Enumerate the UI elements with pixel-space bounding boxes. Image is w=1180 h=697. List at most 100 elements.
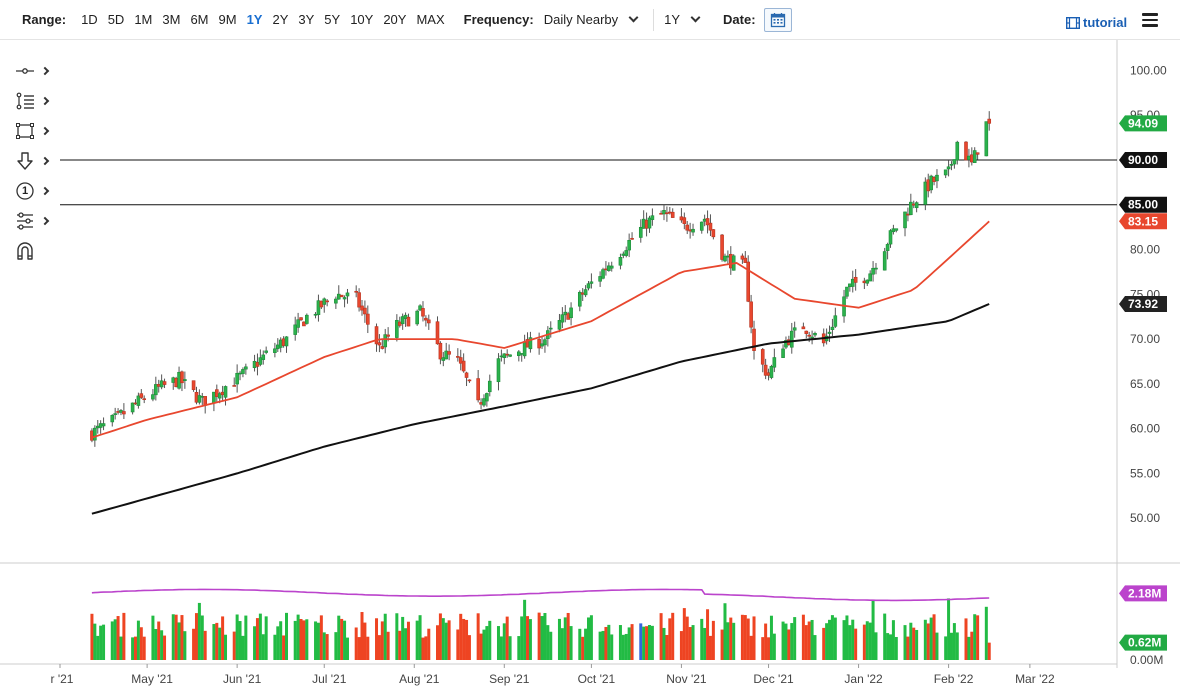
candle: [598, 271, 602, 287]
frequency-select[interactable]: Daily Nearby: [544, 12, 639, 27]
candle: [557, 313, 562, 333]
tool-indicator-settings[interactable]: [14, 206, 54, 236]
range-option-3m[interactable]: 3M: [162, 12, 181, 27]
volume-bar: [293, 620, 297, 660]
candle: [363, 300, 367, 323]
candle: [316, 294, 321, 322]
range-option-6m[interactable]: 6M: [190, 12, 209, 27]
volume-bar: [418, 615, 422, 660]
range-option-10y[interactable]: 10Y: [350, 12, 374, 27]
volume-bar: [401, 616, 405, 660]
candle: [302, 321, 306, 327]
candle: [638, 219, 643, 243]
period-select[interactable]: 1Y: [664, 12, 701, 27]
range-options: 1D 5D 1M 3M 6M 9M 1Y 2Y 3Y 5Y 10Y 20Y MAX: [76, 12, 450, 27]
volume-bar: [334, 632, 338, 660]
volume-bar: [624, 633, 628, 660]
level-90-badge: 90.00: [1119, 151, 1167, 168]
svg-text:2.18M: 2.18M: [1128, 586, 1161, 600]
volume-bar: [174, 614, 178, 660]
candle: [415, 309, 419, 326]
tutorial-link[interactable]: tutorial: [1066, 15, 1127, 30]
ma200-badge: 73.92: [1119, 295, 1167, 312]
volume-bar: [447, 620, 451, 660]
candle: [377, 334, 382, 353]
volume-bar: [569, 626, 573, 660]
candle: [781, 344, 785, 358]
volume-bar: [523, 599, 527, 660]
volume-bar: [912, 627, 916, 660]
volume-bar: [639, 623, 643, 660]
volume-bar: [197, 602, 201, 660]
volume-bar: [459, 613, 463, 660]
candle: [325, 299, 329, 307]
volume-bar: [578, 628, 582, 660]
range-option-2y[interactable]: 2Y: [272, 12, 289, 27]
hamburger-menu-icon[interactable]: [1142, 13, 1158, 27]
volume-bar: [337, 615, 341, 660]
svg-text:73.92: 73.92: [1128, 297, 1158, 311]
candle: [987, 111, 992, 131]
range-option-1m[interactable]: 1M: [134, 12, 153, 27]
candle: [136, 392, 141, 409]
range-option-1d[interactable]: 1D: [81, 12, 98, 27]
chevron-right-icon: [40, 96, 50, 106]
volume-bar: [325, 634, 329, 660]
tool-fibonacci-list[interactable]: [14, 86, 54, 116]
volume-bar: [244, 615, 248, 660]
volume-bar: [90, 613, 94, 660]
range-option-20y[interactable]: 20Y: [383, 12, 407, 27]
candle: [894, 228, 899, 233]
candle: [366, 305, 370, 334]
range-option-3y[interactable]: 3Y: [298, 12, 315, 27]
tool-rectangle-shape[interactable]: [14, 116, 54, 146]
candle: [264, 346, 268, 355]
candle: [191, 380, 196, 392]
volume-bar: [688, 627, 692, 660]
volume-bar: [761, 637, 765, 660]
candle: [740, 253, 745, 264]
candle: [972, 147, 977, 163]
tool-arrow-down[interactable]: [14, 146, 54, 176]
candle: [426, 314, 431, 330]
price-tick-label: 80.00: [1130, 243, 1160, 257]
candle: [305, 313, 309, 325]
chevron-right-icon: [40, 216, 50, 226]
volume-bar: [377, 635, 381, 660]
volume-ma-line: [91, 588, 990, 602]
tool-magnet[interactable]: [14, 236, 54, 266]
range-option-9m[interactable]: 9M: [218, 12, 237, 27]
tool-crosshair-line[interactable]: [14, 56, 54, 86]
candle: [723, 253, 727, 263]
candle: [438, 341, 443, 365]
range-option-max[interactable]: MAX: [416, 12, 445, 27]
x-tick-label: Feb '22: [934, 672, 974, 686]
candle: [383, 328, 388, 354]
tool-numbered-annotation[interactable]: 1: [14, 176, 54, 206]
candle: [746, 255, 751, 303]
range-option-5d[interactable]: 5D: [107, 12, 125, 27]
x-tick-label: Sep '21: [489, 672, 530, 686]
volume-bar: [177, 622, 181, 660]
date-label: Date:: [723, 12, 756, 27]
volume-bar: [102, 624, 106, 660]
volume-bar: [915, 629, 919, 660]
volume-bar: [871, 600, 875, 660]
candle: [662, 204, 666, 221]
candle: [763, 358, 768, 380]
volume-bar: [395, 613, 399, 660]
range-option-5y[interactable]: 5Y: [324, 12, 341, 27]
candle: [400, 313, 405, 330]
volume-bar: [482, 629, 486, 660]
date-picker-button[interactable]: [763, 7, 792, 32]
candle: [903, 211, 907, 237]
volume-bar: [215, 622, 219, 660]
range-option-1y[interactable]: 1Y: [246, 12, 263, 27]
volume-bar: [194, 613, 198, 660]
candle: [984, 121, 989, 157]
candle: [943, 169, 948, 179]
volume-ma-badge: 2.18M: [1119, 585, 1167, 602]
volume-bar: [926, 623, 930, 660]
price-tick-label: 50.00: [1130, 511, 1160, 525]
